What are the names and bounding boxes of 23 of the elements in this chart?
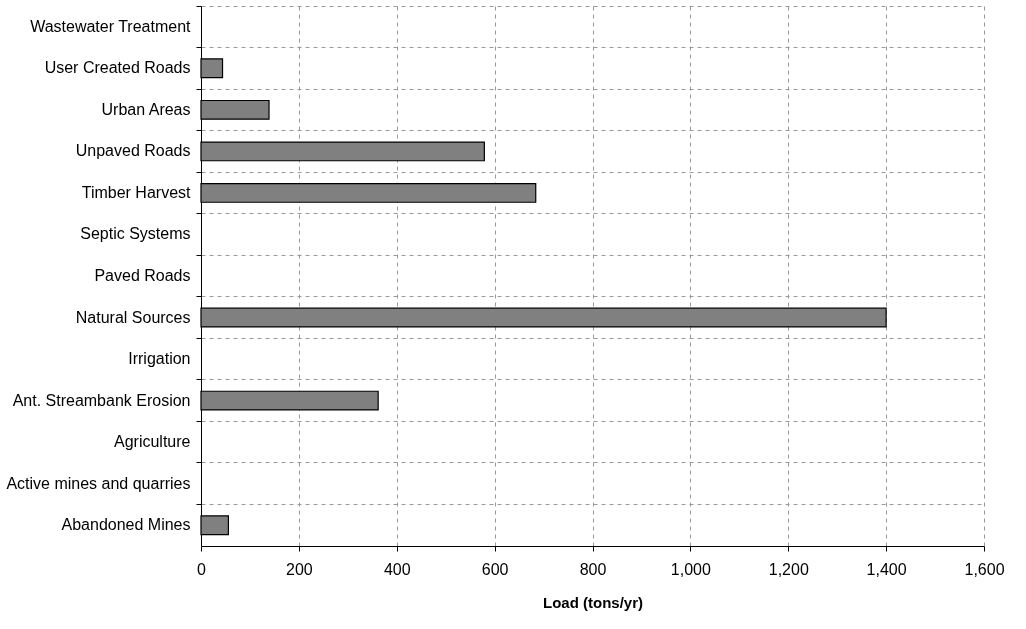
y-tick-label: Active mines and quarries	[6, 474, 191, 492]
x-tick-label: 0	[197, 560, 207, 578]
y-tick-label: Septic Systems	[80, 225, 191, 243]
x-tick-label: 400	[383, 560, 411, 578]
x-tick-label: 200	[286, 560, 313, 578]
x-tick-label: 1,600	[964, 560, 1005, 578]
y-tick-label: User Created Roads	[44, 59, 191, 77]
y-tick-label: Natural Sources	[75, 308, 191, 326]
x-tick-label: 1,000	[670, 560, 711, 578]
x-axis-title: Load (tons/yr)	[543, 593, 643, 611]
x-tick-label: 600	[481, 560, 509, 578]
y-tick-label: Agriculture	[114, 433, 191, 451]
y-tick-label: Ant. Streambank Erosion	[12, 391, 191, 409]
x-tick-label: 1,200	[768, 560, 809, 578]
x-tick-label: 1,400	[866, 560, 907, 578]
y-tick-label: Timber Harvest	[81, 183, 192, 201]
x-tick-label: 800	[579, 560, 607, 578]
y-tick-label: Irrigation	[128, 350, 191, 368]
y-tick-label: Urban Areas	[101, 100, 191, 118]
y-tick-label: Wastewater Treatment	[30, 17, 192, 35]
y-tick-label: Unpaved Roads	[75, 142, 191, 160]
y-tick-label: Paved Roads	[94, 267, 191, 284]
y-tick-label: Abandoned Mines	[61, 516, 191, 534]
